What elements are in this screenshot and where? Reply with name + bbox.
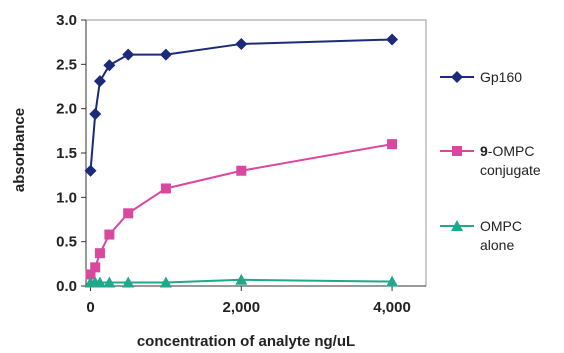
data-point bbox=[84, 164, 97, 177]
x-tick-label: 0 bbox=[86, 299, 94, 316]
data-point bbox=[104, 229, 115, 240]
data-point bbox=[94, 248, 105, 259]
y-tick-label: 0.0 bbox=[56, 278, 77, 295]
data-point bbox=[122, 48, 135, 61]
legend-entry-1: Gp160 bbox=[440, 69, 522, 85]
y-tick-label: 0.5 bbox=[56, 234, 77, 251]
data-point bbox=[159, 48, 172, 61]
data-point bbox=[386, 33, 399, 46]
plot-area bbox=[85, 19, 427, 287]
legend-marker bbox=[451, 71, 463, 83]
legend-label: 9-OMPC bbox=[480, 143, 534, 159]
legend-label: alone bbox=[480, 237, 514, 253]
data-point bbox=[387, 139, 398, 150]
legend-marker bbox=[452, 146, 462, 156]
legend-entry-3: OMPC alone bbox=[440, 218, 522, 253]
data-point bbox=[89, 107, 102, 120]
data-point bbox=[103, 276, 116, 288]
x-tick-label: 4,000 bbox=[373, 299, 411, 316]
series-line bbox=[89, 38, 393, 171]
y-tick-label: 2.5 bbox=[56, 56, 77, 73]
data-point bbox=[85, 269, 96, 280]
data-point bbox=[236, 165, 247, 176]
y-tick-label: 3.0 bbox=[56, 12, 77, 29]
legend-label: conjugate bbox=[480, 162, 541, 178]
data-point bbox=[123, 208, 134, 219]
data-point bbox=[235, 273, 248, 285]
legend-label: Gp160 bbox=[480, 69, 522, 85]
series-1 bbox=[84, 33, 399, 177]
data-point bbox=[90, 262, 101, 273]
legend: Gp160 9-OMPC conjugate OMPC alone bbox=[440, 69, 541, 253]
legend-marker bbox=[451, 220, 463, 231]
data-point bbox=[235, 37, 248, 50]
data-point bbox=[93, 75, 106, 88]
data-point bbox=[93, 276, 106, 288]
data-point bbox=[386, 275, 399, 287]
legend-entry-2: 9-OMPC conjugate bbox=[440, 143, 541, 178]
plot-frame bbox=[85, 19, 427, 287]
x-tick-label: 2,000 bbox=[223, 299, 261, 316]
data-point bbox=[160, 183, 171, 194]
y-axis-title: absorbance bbox=[11, 108, 28, 192]
series-layer bbox=[84, 33, 399, 288]
series-3 bbox=[84, 273, 399, 288]
series-2 bbox=[85, 139, 398, 280]
x-axis-title: concentration of analyte ng/uL bbox=[137, 333, 355, 350]
legend-label: OMPC bbox=[480, 218, 522, 234]
y-tick-label: 1.0 bbox=[56, 189, 77, 206]
y-tick-label: 1.5 bbox=[56, 145, 77, 162]
data-point bbox=[159, 276, 172, 288]
y-tick-label: 2.0 bbox=[56, 101, 77, 118]
data-point bbox=[122, 276, 135, 288]
data-point bbox=[103, 59, 116, 72]
axes: 0.0 0.5 1.0 1.5 2.0 2.5 3.0 0 2,000 4,000 bbox=[56, 12, 426, 316]
